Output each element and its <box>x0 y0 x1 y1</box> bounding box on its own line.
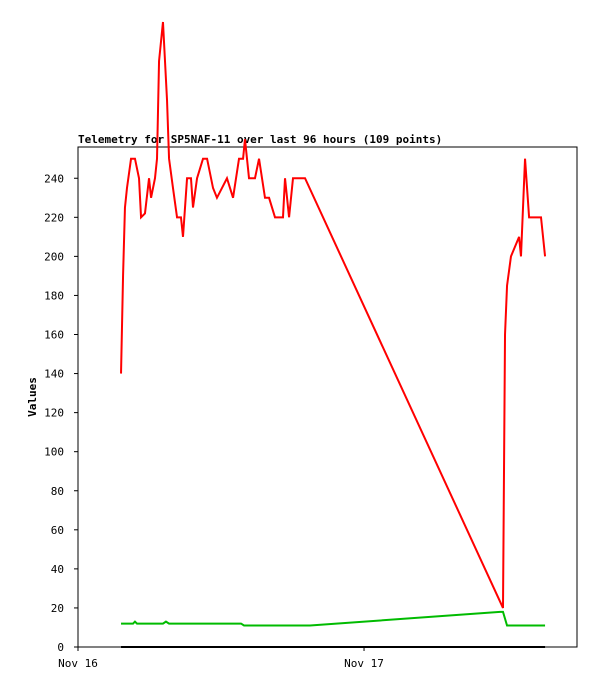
chart-title: Telemetry for SP5NAF-11 over last 96 hou… <box>78 133 442 146</box>
y-tick-label: 80 <box>51 485 64 498</box>
y-tick-label: 240 <box>44 172 64 185</box>
x-tick-label: Nov 16 <box>58 657 98 670</box>
data-line <box>120 21 547 609</box>
y-axis-label: Values <box>26 377 39 417</box>
y-tick-label: 100 <box>44 446 64 459</box>
y-tick-label: 160 <box>44 329 64 342</box>
data-line <box>121 610 546 627</box>
plot-frame <box>77 146 578 648</box>
y-tick-label: 0 <box>57 641 64 654</box>
y-tick-label: 140 <box>44 368 64 381</box>
y-tick-label: 20 <box>51 602 64 615</box>
y-tick-label: 200 <box>44 250 64 263</box>
y-tick-label: 60 <box>51 524 64 537</box>
x-tick-label: Nov 17 <box>344 657 384 670</box>
y-tick-label: 220 <box>44 211 64 224</box>
y-tick-label: 40 <box>51 563 64 576</box>
y-tick-label: 180 <box>44 289 64 302</box>
y-tick-label: 120 <box>44 407 64 420</box>
